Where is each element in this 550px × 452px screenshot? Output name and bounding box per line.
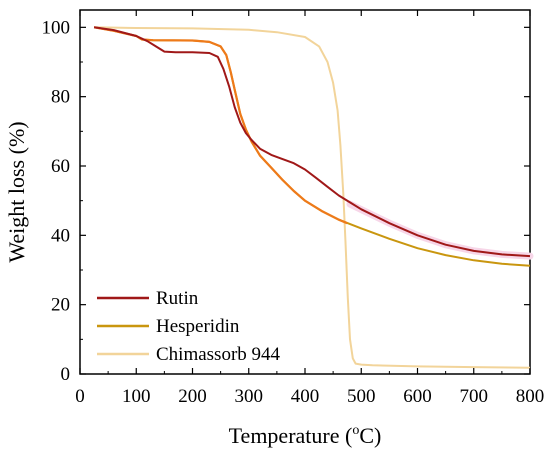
y-axis-title: Weight loss (%) [4, 121, 29, 262]
x-tick-label: 300 [235, 386, 264, 407]
y-tick-label: 100 [42, 17, 71, 38]
x-axis-title-unit: C) [359, 423, 381, 448]
y-tick-label: 40 [51, 225, 70, 246]
y-tick-label: 80 [51, 87, 70, 108]
plot-frame [79, 9, 531, 375]
y-tick-label: 0 [61, 364, 71, 385]
rutin-halo-line [346, 200, 534, 260]
x-tick-label: 400 [291, 386, 320, 407]
y-tick-label: 20 [51, 295, 70, 316]
legend-label-hesperidin: Hesperidin [156, 316, 240, 337]
hesperidin-overlay-line [93, 26, 348, 225]
x-tick-label: 600 [403, 386, 432, 407]
legend: Rutin Hesperidin Chimassorb 944 [97, 288, 281, 365]
series-line-hesperidin [93, 26, 531, 267]
tick-labels-layer: 0 100 200 300 400 500 600 700 800 0 20 40 60 80 100 [42, 17, 545, 407]
series-line-rutin [93, 26, 531, 258]
legend-label-rutin: Rutin [156, 288, 199, 309]
x-tick-label: 100 [122, 386, 151, 407]
series-line-chimassorb-944 [94, 26, 531, 369]
x-axis-title-text: Temperature ( [229, 423, 353, 448]
x-tick-label: 500 [347, 386, 376, 407]
x-tick-label: 700 [460, 386, 489, 407]
x-tick-label: 0 [75, 386, 85, 407]
legend-label-chimassorb-944: Chimassorb 944 [156, 344, 281, 365]
x-tick-label: 800 [516, 386, 545, 407]
ticks-layer [79, 10, 531, 375]
x-axis-title: Temperature (oC) [229, 423, 382, 448]
x-axis-title-superscript: o [352, 423, 359, 438]
curves-layer [93, 26, 534, 369]
x-tick-label: 200 [178, 386, 207, 407]
y-tick-label: 60 [51, 156, 70, 177]
